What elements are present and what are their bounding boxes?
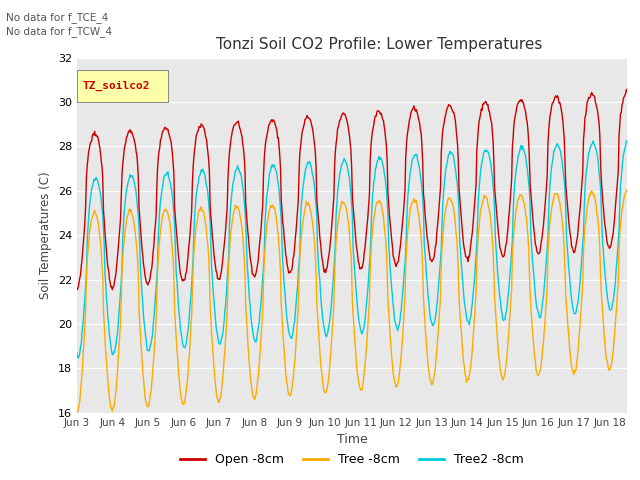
Line: Tree2 -8cm: Tree2 -8cm — [77, 141, 627, 358]
Tree2 -8cm — [468, 300, 476, 306]
Tree2 -8cm — [623, 138, 630, 144]
Open -8cm — [151, 230, 159, 236]
Tree -8cm — [481, 194, 489, 200]
Legend: Open -8cm, Tree -8cm, Tree2 -8cm: Open -8cm, Tree -8cm, Tree2 -8cm — [175, 448, 529, 471]
Title: Tonzi Soil CO2 Profile: Lower Temperatures: Tonzi Soil CO2 Profile: Lower Temperatur… — [216, 37, 543, 52]
Open -8cm — [482, 98, 490, 104]
Open -8cm — [73, 286, 81, 292]
Open -8cm — [329, 205, 337, 211]
Tree -8cm — [623, 187, 631, 192]
Open -8cm — [308, 125, 316, 131]
Tree -8cm — [328, 325, 336, 331]
Tree2 -8cm — [151, 305, 159, 311]
Open -8cm — [75, 279, 83, 285]
Text: No data for f_TCE_4: No data for f_TCE_4 — [6, 12, 109, 23]
Tree2 -8cm — [76, 350, 84, 356]
Tree -8cm — [150, 354, 157, 360]
Tree2 -8cm — [73, 350, 81, 356]
Line: Tree -8cm: Tree -8cm — [77, 190, 627, 414]
Open -8cm — [109, 287, 116, 292]
Text: No data for f_TCW_4: No data for f_TCW_4 — [6, 26, 113, 37]
Tree2 -8cm — [74, 355, 82, 361]
Tree -8cm — [73, 411, 81, 417]
Tree -8cm — [623, 187, 630, 192]
Open -8cm — [623, 88, 631, 94]
Line: Open -8cm: Open -8cm — [77, 89, 627, 289]
Tree -8cm — [75, 401, 83, 407]
Y-axis label: Soil Temperatures (C): Soil Temperatures (C) — [39, 171, 52, 299]
Tree -8cm — [468, 355, 476, 361]
Tree -8cm — [308, 215, 316, 220]
Tree2 -8cm — [308, 171, 316, 177]
Tree2 -8cm — [329, 278, 337, 284]
Open -8cm — [623, 86, 630, 92]
Open -8cm — [468, 229, 476, 235]
Tree2 -8cm — [623, 138, 631, 144]
Tree2 -8cm — [482, 149, 490, 155]
X-axis label: Time: Time — [337, 433, 367, 446]
